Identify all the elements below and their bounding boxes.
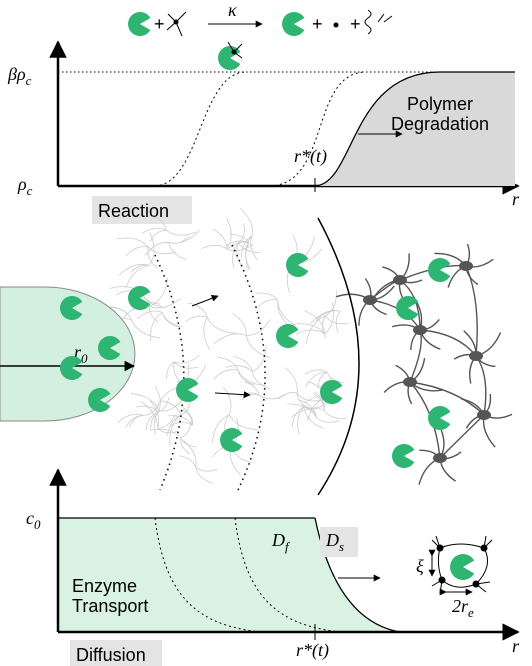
crosslink xyxy=(459,261,473,271)
panel-label: Reaction xyxy=(98,201,169,221)
crosslink xyxy=(174,20,179,25)
faint-strand xyxy=(186,303,236,350)
crosslink xyxy=(393,275,407,285)
y-top-label: βρc xyxy=(7,64,32,88)
crosslink xyxy=(437,545,444,552)
crosslink xyxy=(477,410,491,420)
crosslink xyxy=(413,325,427,335)
faint-strand xyxy=(117,404,159,428)
enzyme xyxy=(220,428,242,452)
enzyme xyxy=(286,253,308,277)
strand xyxy=(410,330,421,382)
crosslink xyxy=(363,295,377,305)
rate-label: κ xyxy=(228,0,237,20)
faint-strand xyxy=(278,368,320,410)
plus: + xyxy=(154,14,165,34)
reaction-panel: βρc ρc Polymer Degradation r*(t) r React… xyxy=(7,0,520,224)
enzyme xyxy=(450,554,474,580)
crosslink xyxy=(334,23,339,28)
front-arc xyxy=(232,245,265,490)
mesh-label: ξ xyxy=(416,556,424,576)
enzyme xyxy=(282,12,304,36)
enzyme xyxy=(128,286,150,310)
enzyme xyxy=(392,444,414,468)
faint-strand xyxy=(136,386,169,430)
faint-strand xyxy=(202,218,254,250)
crosslink xyxy=(481,545,488,552)
figure: βρc ρc Polymer Degradation r*(t) r React… xyxy=(0,0,532,666)
crosslink xyxy=(469,351,483,361)
y-bottom-label: ρc xyxy=(17,174,33,198)
faint-strand xyxy=(226,234,250,269)
plus: + xyxy=(312,14,323,34)
annotation: Transport xyxy=(72,596,148,616)
faint-strand xyxy=(119,233,154,289)
annotation: Degradation xyxy=(391,114,489,134)
annotation: Enzyme xyxy=(72,576,137,596)
faint-strand xyxy=(240,209,257,270)
crosslink xyxy=(232,50,237,55)
enzyme xyxy=(276,324,298,348)
plus: + xyxy=(350,14,361,34)
crosslink-label: 2re xyxy=(452,596,474,620)
diffusion-panel: c0 Df Ds Enzyme Transport r*(t) r Diffus… xyxy=(26,470,520,666)
strand xyxy=(440,415,484,458)
intact-network xyxy=(336,244,512,485)
enzyme xyxy=(320,380,342,404)
enzyme xyxy=(428,258,450,282)
front-label: r*(t) xyxy=(296,640,329,661)
crosslink xyxy=(433,453,447,463)
faint-strand xyxy=(213,357,266,385)
enzyme xyxy=(396,296,418,320)
crosslink xyxy=(439,577,446,584)
y-top-label: c0 xyxy=(26,508,41,532)
faint-strand xyxy=(214,313,270,357)
x-label: r xyxy=(512,636,520,656)
crosslink xyxy=(403,377,417,387)
x-label: r xyxy=(512,189,520,209)
crosslink xyxy=(473,581,480,588)
enzyme xyxy=(428,406,450,430)
gel-scene: r0 xyxy=(0,209,512,495)
panel-label: Diffusion xyxy=(76,645,146,665)
annotation: Polymer xyxy=(407,94,473,114)
fragments xyxy=(365,10,392,34)
front-curve xyxy=(155,72,245,186)
diagram: βρc ρc Polymer Degradation r*(t) r React… xyxy=(0,0,532,666)
front-arc xyxy=(318,218,359,495)
arrow xyxy=(192,296,218,306)
faint-strand xyxy=(137,311,182,341)
faint-strand xyxy=(179,441,218,484)
faint-strand xyxy=(306,291,348,344)
enzyme xyxy=(128,12,150,36)
front-label: r*(t) xyxy=(294,146,327,167)
front-arc xyxy=(155,255,184,490)
faint-strand xyxy=(240,382,285,400)
faint-strand xyxy=(311,310,340,333)
